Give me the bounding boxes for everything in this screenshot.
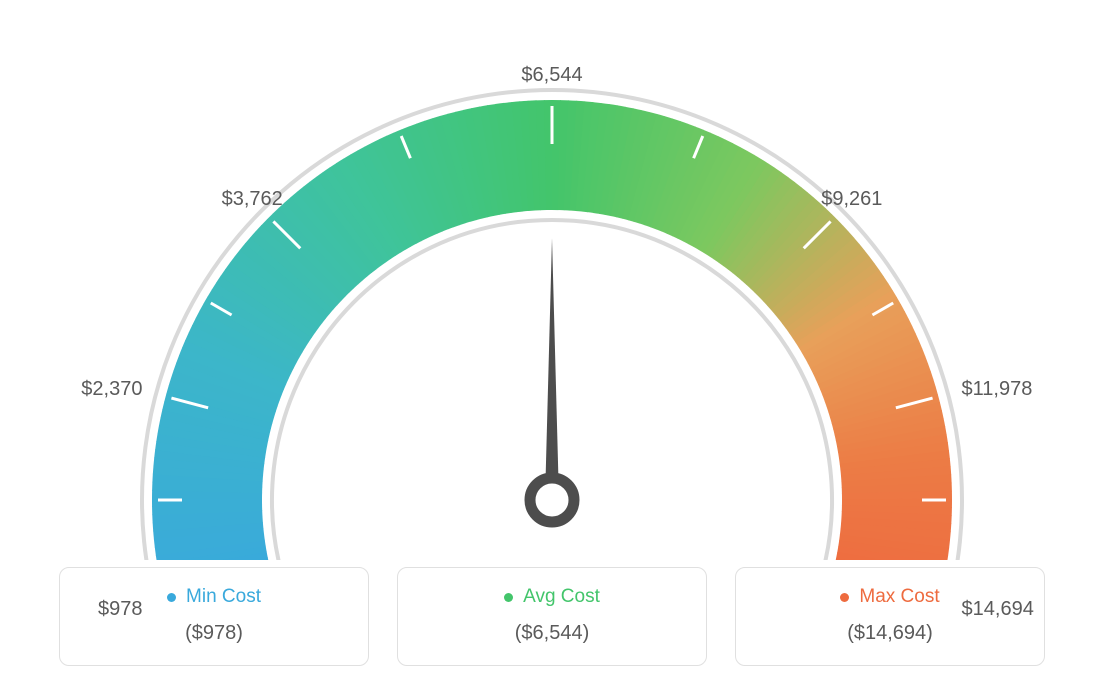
dot-icon [840, 593, 849, 602]
legend-card-avg: Avg Cost ($6,544) [397, 567, 707, 666]
gauge-tick-label: $9,261 [821, 188, 882, 211]
legend-title-max: Max Cost [840, 586, 939, 608]
legend-value: ($978) [80, 622, 348, 645]
legend-title-min: Min Cost [167, 586, 261, 608]
cost-gauge: $978$2,370$3,762$6,544$9,261$11,978$14,6… [72, 20, 1032, 560]
gauge-tick-label: $2,370 [81, 378, 142, 401]
legend-card-max: Max Cost ($14,694) [735, 567, 1045, 666]
dot-icon [504, 593, 513, 602]
legend-row: Min Cost ($978) Avg Cost ($6,544) Max Co… [50, 567, 1054, 666]
gauge-tick-label: $11,978 [962, 378, 1033, 401]
legend-label: Max Cost [859, 586, 939, 608]
gauge-tick-label: $3,762 [222, 188, 283, 211]
legend-value: ($14,694) [756, 622, 1024, 645]
legend-card-min: Min Cost ($978) [59, 567, 369, 666]
legend-title-avg: Avg Cost [504, 586, 600, 608]
legend-value: ($6,544) [418, 622, 686, 645]
legend-label: Avg Cost [523, 586, 600, 608]
gauge-tick-label: $6,544 [521, 64, 582, 87]
gauge-svg [72, 20, 1032, 560]
dot-icon [167, 593, 176, 602]
legend-label: Min Cost [186, 586, 261, 608]
